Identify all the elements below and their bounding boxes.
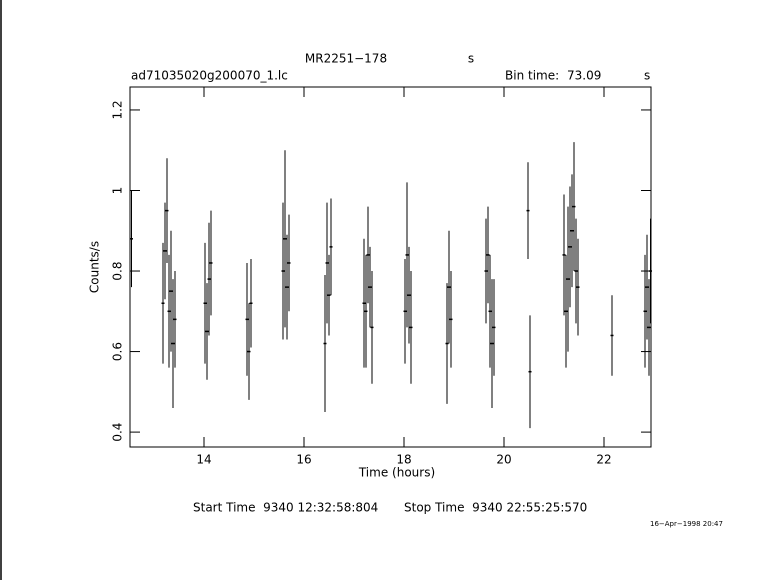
title-unit: s: [468, 52, 474, 66]
y-tick-label: 0.4: [111, 423, 125, 442]
x-tick-label: 20: [496, 453, 511, 467]
x-axis-label: Time (hours): [358, 466, 435, 480]
start-time: Start Time 9340 12:32:58:804: [193, 501, 378, 515]
file-name: ad71035020g200070_1.lc: [131, 69, 288, 83]
x-tick-label: 22: [596, 453, 611, 467]
y-tick-label: 1: [111, 187, 125, 195]
y-tick-label: 0.6: [111, 342, 125, 361]
x-tick-label: 14: [196, 453, 211, 467]
stop-time: Stop Time 9340 22:55:25:570: [404, 501, 587, 515]
y-axis-label: Counts/s: [88, 241, 102, 293]
bin-time: 73.09: [567, 69, 601, 83]
y-tick-label: 0.8: [111, 261, 125, 280]
x-tick-label: 18: [396, 453, 411, 467]
bin-unit: s: [644, 69, 650, 83]
x-tick-label: 16: [296, 453, 311, 467]
date-stamp: 16−Apr−1998 20:47: [650, 520, 723, 528]
y-tick-label: 1.2: [111, 100, 125, 119]
bin-label: Bin time:: [505, 69, 559, 83]
chart-title: MR2251−178: [305, 52, 387, 66]
